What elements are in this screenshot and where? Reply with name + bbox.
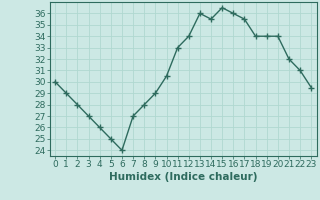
X-axis label: Humidex (Indice chaleur): Humidex (Indice chaleur) bbox=[109, 172, 258, 182]
